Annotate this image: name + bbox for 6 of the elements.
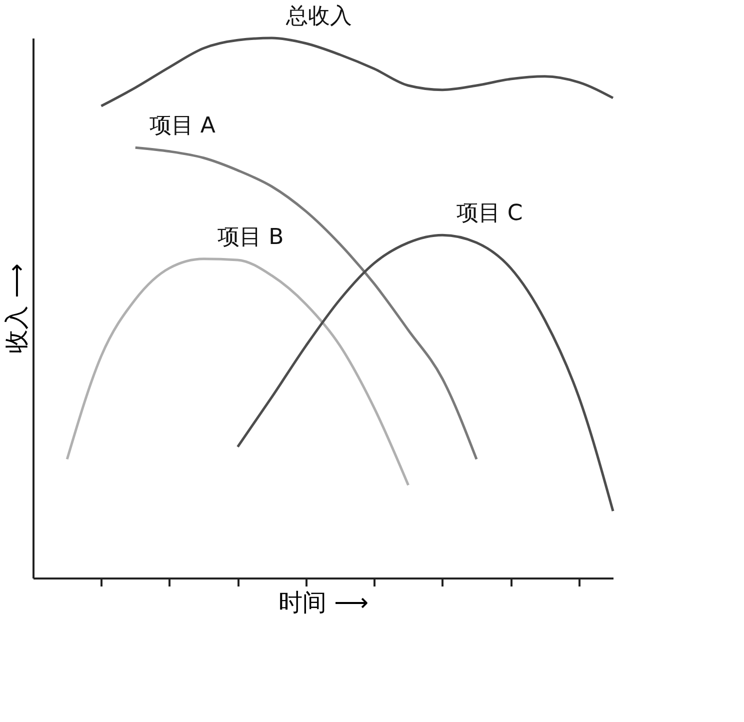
series-label: 总收入 [284,4,352,29]
series-label: 项目 B [218,224,284,250]
series-label: 项目 C [456,201,523,226]
x-axis-title: 时间 ⟶ [278,588,369,616]
y-axis-title: 收入 ⟶ [2,263,30,354]
series-label: 项目 A [149,114,216,139]
